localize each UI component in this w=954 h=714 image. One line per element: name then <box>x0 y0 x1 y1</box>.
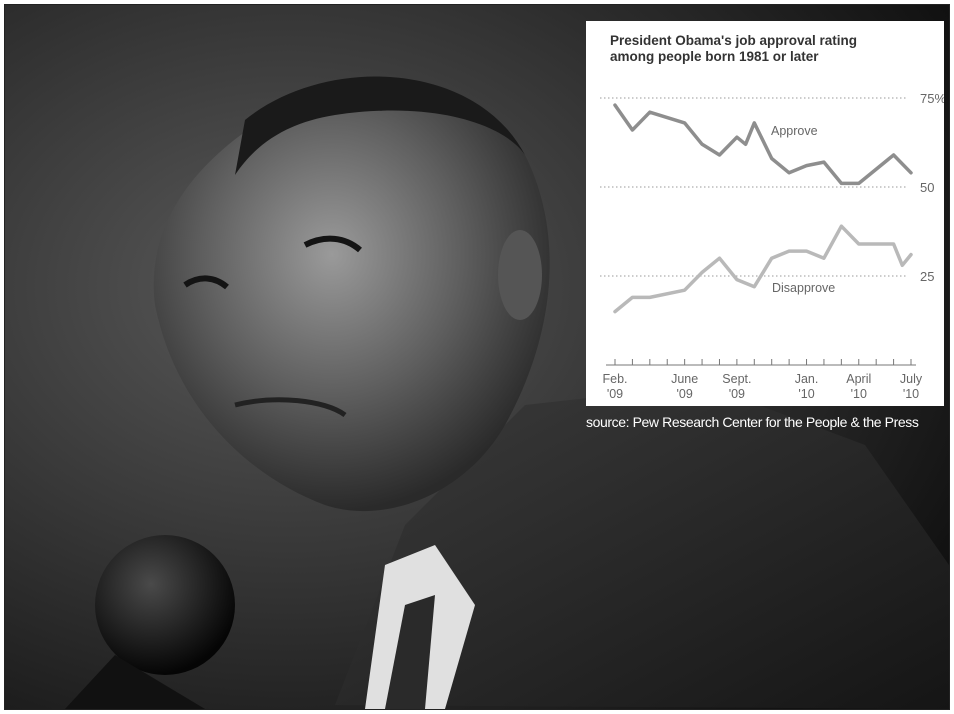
portrait-photo <box>5 5 949 709</box>
x-tick-label-month: June <box>671 372 698 386</box>
x-tick-label-month: April <box>846 372 871 386</box>
series-label-approve: Approve <box>771 124 818 138</box>
chart-title-line-1: President Obama's job approval rating <box>610 33 858 48</box>
x-tick-label-year: '10 <box>903 387 919 401</box>
x-tick-label-month: Sept. <box>722 372 751 386</box>
image-frame <box>4 4 950 710</box>
x-tick-label-year: '10 <box>798 387 814 401</box>
x-tick-label-month: Feb. <box>602 372 627 386</box>
x-tick-label-year: '09 <box>676 387 692 401</box>
x-tick-label-month: Jan. <box>795 372 819 386</box>
series-line-approve <box>613 103 913 186</box>
x-tick-label-year: '10 <box>851 387 867 401</box>
chart-title: President Obama's job approval rating amo… <box>610 33 930 65</box>
approval-line-chart: 75%5025Feb.'09June'09Sept.'09Jan.'10Apri… <box>600 91 944 401</box>
chart-panel: President Obama's job approval rating amo… <box>586 21 944 406</box>
x-tick-label-year: '09 <box>729 387 745 401</box>
source-credit: source: Pew Research Center for the Peop… <box>586 414 919 430</box>
chart-title-line-2: among people born 1981 or later <box>610 49 819 64</box>
series-line-disapprove <box>613 224 913 314</box>
x-tick-label-month: July <box>900 372 923 386</box>
series-label-disapprove: Disapprove <box>772 281 835 295</box>
y-tick-label: 25 <box>920 269 934 284</box>
y-tick-label: 75% <box>920 91 944 106</box>
y-tick-label: 50 <box>920 180 934 195</box>
x-tick-label-year: '09 <box>607 387 623 401</box>
